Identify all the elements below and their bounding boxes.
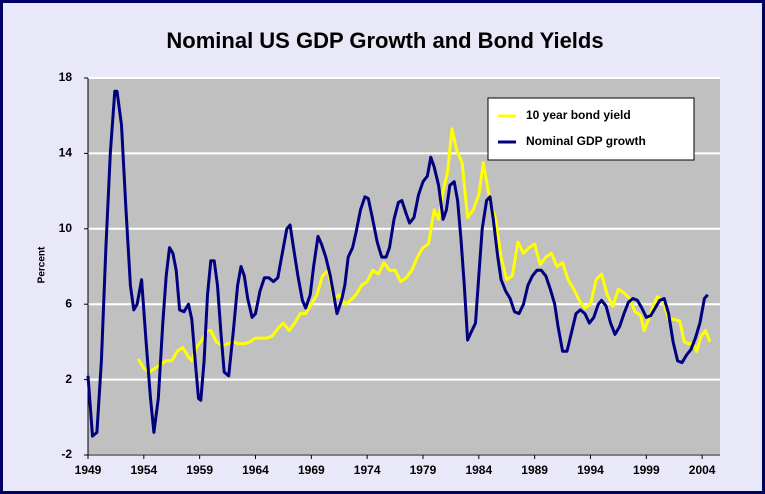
x-tick-label: 1954 [130, 463, 157, 477]
y-tick-label: 18 [59, 70, 73, 84]
y-tick-label: -2 [61, 447, 72, 461]
x-tick-label: 1949 [75, 463, 102, 477]
y-tick-label: 10 [59, 221, 73, 235]
y-axis-label: Percent [37, 246, 48, 283]
y-tick-label: 2 [65, 372, 72, 386]
x-tick-label: 1984 [465, 463, 492, 477]
y-tick-label: 6 [65, 296, 72, 310]
y-tick-label: 14 [59, 146, 73, 160]
x-tick-label: 1964 [242, 463, 269, 477]
x-tick-label: 1969 [298, 463, 325, 477]
chart-title: Nominal US GDP Growth and Bond Yields [166, 28, 603, 53]
x-tick-label: 1994 [577, 463, 604, 477]
x-tick-label: 1974 [354, 463, 381, 477]
legend-label: 10 year bond yield [526, 108, 631, 122]
x-tick-label: 2004 [689, 463, 716, 477]
x-tick-label: 1989 [521, 463, 548, 477]
legend-box [487, 97, 695, 161]
x-tick-label: 1979 [410, 463, 437, 477]
x-tick-label: 1999 [633, 463, 660, 477]
series-line [86, 89, 709, 438]
x-tick-label: 1959 [186, 463, 213, 477]
legend-label: Nominal GDP growth [526, 134, 646, 148]
